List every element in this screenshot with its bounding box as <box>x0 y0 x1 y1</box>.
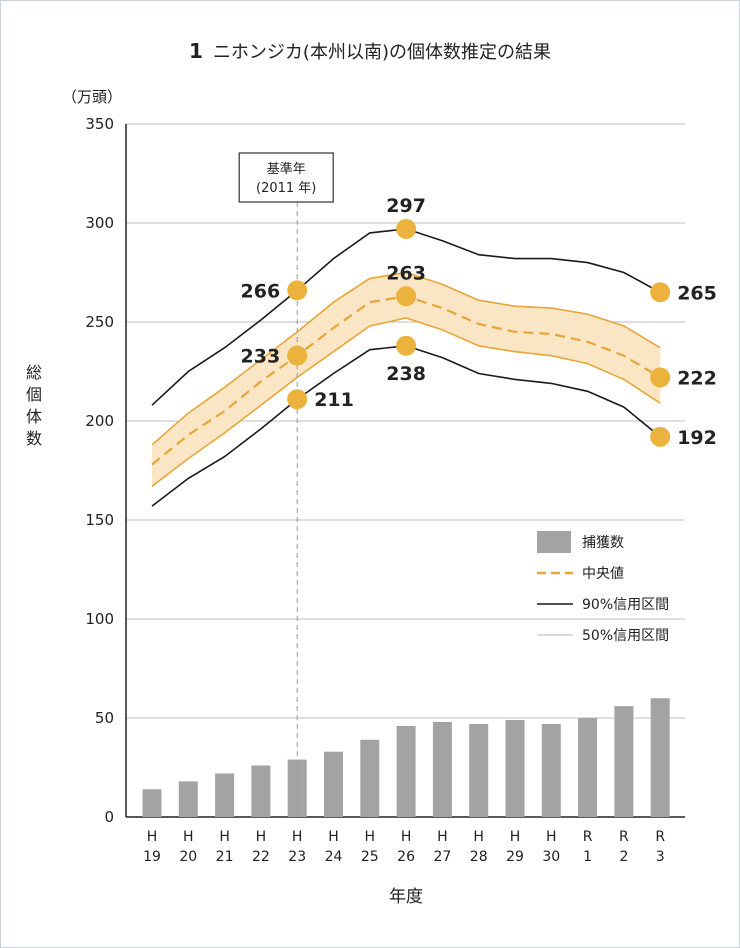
data-point <box>287 280 308 301</box>
x-tick-bottom: 26 <box>397 849 415 865</box>
data-label: 265 <box>677 282 717 304</box>
y-tick-label: 0 <box>104 808 114 826</box>
x-tick-bottom: 21 <box>216 849 234 865</box>
x-tick-top: H <box>401 829 412 845</box>
bar-捕獲数 <box>396 725 416 817</box>
x-tick-bottom: 20 <box>179 849 197 865</box>
x-tick-top: H <box>219 829 230 845</box>
x-tick-bottom: 27 <box>433 849 451 865</box>
bar-捕獲数 <box>324 751 343 817</box>
bar-捕獲数 <box>432 721 452 817</box>
x-tick-top: H <box>292 829 303 845</box>
data-label: 222 <box>677 367 717 389</box>
data-label: 297 <box>386 195 426 217</box>
x-tick-top: H <box>546 829 557 845</box>
x-tick-bottom: 1 <box>583 849 592 865</box>
y-tick-label: 100 <box>85 610 114 628</box>
title-text: ニホンジカ(本州以南)の個体数推定の結果 <box>212 42 551 63</box>
data-point <box>650 426 671 447</box>
data-label: 266 <box>241 280 281 302</box>
y-tick-label: 150 <box>85 511 114 529</box>
data-label: 233 <box>241 346 281 368</box>
y-tick-label: 350 <box>85 115 114 133</box>
x-tick-top: H <box>473 829 484 845</box>
x-tick-bottom: 29 <box>506 849 524 865</box>
line-50-lower <box>151 317 661 487</box>
data-point <box>396 335 417 356</box>
data-label: 238 <box>386 363 426 385</box>
x-tick-top: R <box>583 829 593 845</box>
data-label: 192 <box>677 427 717 449</box>
x-tick-bottom: 24 <box>325 849 343 865</box>
data-point <box>396 218 417 239</box>
bar-捕獲数 <box>142 789 162 817</box>
annotation-line2: (2011 年) <box>256 181 316 196</box>
x-tick-top: H <box>328 829 339 845</box>
data-label: 211 <box>314 389 354 411</box>
legend-label: 中央値 <box>582 566 624 582</box>
y-tick-label: 200 <box>85 412 114 430</box>
data-point <box>650 367 671 388</box>
chart-title: 1 ニホンジカ(本州以南)の個体数推定の結果 <box>0 38 740 64</box>
data-point <box>287 389 308 410</box>
x-tick-top: R <box>655 829 665 845</box>
x-tick-bottom: 25 <box>361 849 379 865</box>
data-point <box>287 345 308 366</box>
bar-捕獲数 <box>251 765 271 817</box>
bar-捕獲数 <box>578 718 598 817</box>
bar-捕獲数 <box>215 773 235 817</box>
x-tick-bottom: 30 <box>542 849 560 865</box>
annotation-box <box>238 152 334 203</box>
data-point <box>650 282 671 303</box>
bar-捕獲数 <box>178 781 198 817</box>
data-label: 263 <box>386 262 426 284</box>
y-axis-label: 総個体数 <box>25 363 42 448</box>
x-tick-top: H <box>365 829 376 845</box>
figure-number: 1 <box>189 39 203 63</box>
x-tick-top: H <box>510 829 521 845</box>
x-tick-bottom: 28 <box>470 849 488 865</box>
legend-label: 50%信用区間 <box>582 628 669 644</box>
x-tick-top: H <box>437 829 448 845</box>
y-unit-label: （万頭） <box>62 88 123 106</box>
y-tick-label: 250 <box>85 313 114 331</box>
legend-label: 90%信用区間 <box>582 597 669 613</box>
bar-捕獲数 <box>614 706 634 817</box>
x-axis-label: 年度 <box>389 887 423 907</box>
line-50-upper <box>151 271 661 446</box>
x-tick-top: R <box>619 829 629 845</box>
legend-label: 捕獲数 <box>582 535 624 551</box>
bar-捕獲数 <box>541 723 561 817</box>
band-fill-50 <box>152 272 661 487</box>
x-tick-bottom: 3 <box>656 849 665 865</box>
bar-捕獲数 <box>469 723 489 817</box>
data-point <box>396 286 417 307</box>
x-tick-bottom: 23 <box>288 849 306 865</box>
y-tick-label: 300 <box>85 214 114 232</box>
bar-捕獲数 <box>650 698 670 817</box>
y-tick-label: 50 <box>95 709 114 727</box>
bar-捕獲数 <box>505 719 525 817</box>
bar-捕獲数 <box>360 739 380 817</box>
x-tick-bottom: 19 <box>143 849 161 865</box>
x-tick-bottom: 2 <box>619 849 628 865</box>
x-tick-top: H <box>183 829 194 845</box>
x-tick-top: H <box>256 829 267 845</box>
legend-swatch-bar <box>537 531 571 553</box>
x-tick-top: H <box>147 829 158 845</box>
annotation-line1: 基準年 <box>267 161 306 177</box>
x-tick-bottom: 22 <box>252 849 270 865</box>
